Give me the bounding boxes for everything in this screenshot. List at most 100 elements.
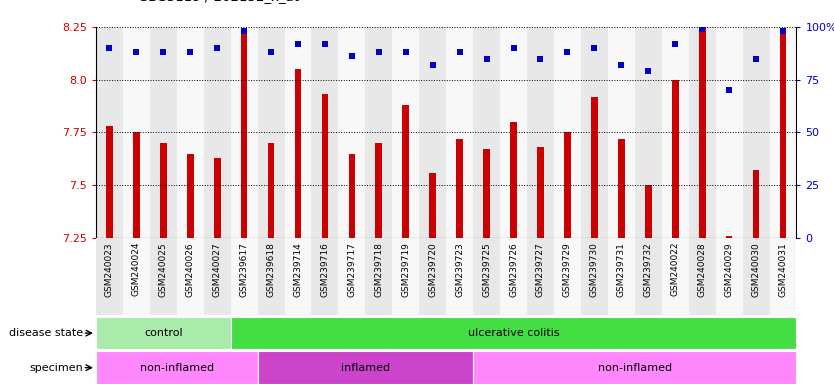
Bar	[527, 238, 554, 315]
Text: GSM239729: GSM239729	[563, 242, 572, 297]
Bar	[258, 351, 473, 384]
Bar	[510, 122, 517, 238]
Bar	[554, 238, 581, 315]
Bar	[456, 139, 463, 238]
Bar	[177, 238, 203, 315]
Point	[615, 62, 628, 68]
Text: GSM240025: GSM240025	[158, 242, 168, 296]
Bar	[770, 27, 796, 238]
Bar	[661, 238, 689, 315]
Text: ulcerative colitis: ulcerative colitis	[468, 328, 560, 338]
Bar	[591, 96, 598, 238]
Bar	[258, 238, 284, 315]
Point	[669, 41, 682, 47]
Bar	[527, 27, 554, 238]
Bar	[473, 27, 500, 238]
Bar	[268, 143, 274, 238]
Bar	[699, 27, 706, 238]
Bar	[618, 139, 625, 238]
Point	[319, 41, 332, 47]
Bar	[554, 27, 581, 238]
Point	[696, 26, 709, 32]
Bar	[635, 238, 661, 315]
Bar	[365, 27, 392, 238]
Text: GSM239618: GSM239618	[267, 242, 275, 297]
Point	[129, 49, 143, 55]
Text: GSM239719: GSM239719	[401, 242, 410, 297]
Bar	[96, 27, 123, 238]
Text: GSM240028: GSM240028	[698, 242, 706, 296]
Bar	[203, 238, 231, 315]
Text: GSM239617: GSM239617	[239, 242, 249, 297]
Text: GSM240024: GSM240024	[132, 242, 141, 296]
Bar	[770, 238, 796, 315]
Point	[157, 49, 170, 55]
Bar	[284, 238, 311, 315]
Point	[507, 45, 520, 51]
Text: GSM239717: GSM239717	[348, 242, 356, 297]
Bar	[375, 143, 382, 238]
Bar	[402, 105, 409, 238]
Point	[750, 55, 763, 61]
Bar	[581, 27, 608, 238]
Bar	[96, 317, 231, 349]
Text: GSM239720: GSM239720	[428, 242, 437, 297]
Text: GSM239727: GSM239727	[536, 242, 545, 297]
Bar	[446, 238, 473, 315]
Bar	[672, 79, 679, 238]
Bar	[96, 238, 123, 315]
Bar	[96, 351, 258, 384]
Text: GSM240027: GSM240027	[213, 242, 222, 296]
Text: control: control	[144, 328, 183, 338]
Text: GSM239730: GSM239730	[590, 242, 599, 297]
Text: GSM239731: GSM239731	[617, 242, 626, 297]
Bar	[564, 132, 570, 238]
Bar	[581, 238, 608, 315]
Bar	[446, 27, 473, 238]
Bar	[635, 27, 661, 238]
Bar	[500, 27, 527, 238]
Text: non-inflamed: non-inflamed	[598, 362, 672, 373]
Bar	[106, 126, 113, 238]
Point	[183, 49, 197, 55]
Bar	[123, 27, 150, 238]
Bar	[752, 170, 760, 238]
Bar	[349, 154, 355, 238]
Bar	[716, 238, 742, 315]
Point	[399, 49, 413, 55]
Point	[776, 28, 790, 34]
Bar	[258, 27, 284, 238]
Bar	[473, 238, 500, 315]
Bar	[150, 27, 177, 238]
Bar	[483, 149, 490, 238]
Bar	[187, 154, 193, 238]
Bar	[160, 143, 167, 238]
Point	[372, 49, 385, 55]
Point	[238, 28, 251, 34]
Point	[480, 55, 493, 61]
Bar	[339, 27, 365, 238]
Bar	[133, 132, 140, 238]
Bar	[392, 238, 420, 315]
Bar	[294, 69, 301, 238]
Bar	[284, 27, 311, 238]
Bar	[214, 158, 220, 238]
Bar	[608, 238, 635, 315]
Point	[453, 49, 466, 55]
Bar	[473, 351, 796, 384]
Bar	[608, 27, 635, 238]
Text: GSM240031: GSM240031	[778, 242, 787, 297]
Bar	[123, 238, 150, 315]
Bar	[780, 33, 786, 238]
Bar	[716, 27, 742, 238]
Text: GSM239714: GSM239714	[294, 242, 303, 297]
Text: inflamed: inflamed	[341, 362, 390, 373]
Bar	[231, 317, 796, 349]
Text: specimen: specimen	[30, 362, 83, 373]
Point	[426, 62, 440, 68]
Bar	[726, 236, 732, 238]
Bar	[430, 173, 436, 238]
Point	[722, 87, 736, 93]
Bar	[177, 27, 203, 238]
Point	[641, 68, 655, 74]
